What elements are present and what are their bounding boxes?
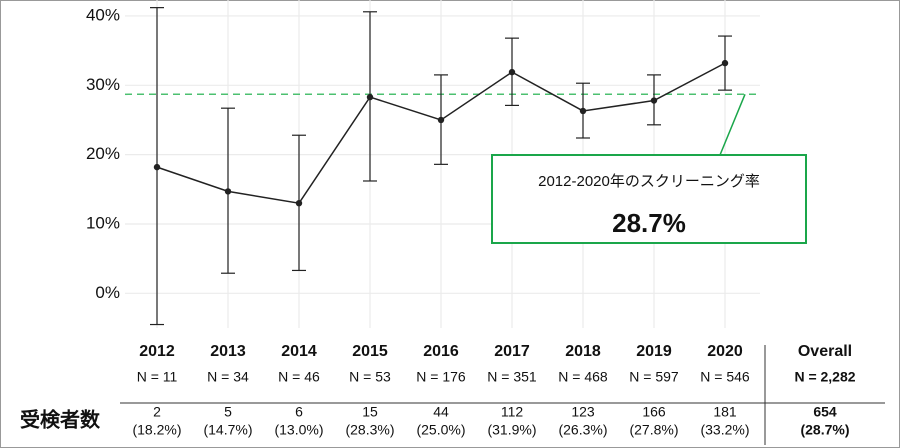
x-tick-label: 2018 [565,343,601,360]
annotation-box [491,154,807,244]
overall-label: Overall [798,343,852,360]
point [224,188,232,195]
count: 112 [501,404,524,420]
overall-count: 654 [813,404,837,420]
count: 15 [362,404,378,420]
n-label: N = 176 [416,369,466,385]
x-tick-label: 2016 [423,343,459,360]
point [650,97,658,104]
overall-n: N = 2,282 [794,369,855,385]
count: 123 [571,404,595,420]
y-tick-label: 10% [86,213,120,232]
y-tick-label: 30% [86,75,120,94]
n-label: N = 34 [207,369,249,385]
point [366,93,374,101]
pct-label: (33.2%) [700,422,749,438]
n-label: N = 11 [137,369,178,385]
x-tick-label: 2013 [210,343,246,360]
pct-label: (27.8%) [629,422,678,438]
pct-label: (31.9%) [487,422,536,438]
count: 44 [433,404,449,420]
row-label: 受検者数 [20,407,101,431]
x-tick-label: 2012 [139,343,175,360]
pct-label: (25.0%) [416,422,465,438]
x-tick-label: 2017 [494,343,530,360]
x-tick-label: 2020 [707,343,743,360]
annotation-title: 2012-2020年のスクリーニング率 [538,173,760,190]
y-tick-label: 0% [95,283,120,302]
y-tick-label: 20% [86,144,120,163]
n-label: N = 597 [629,369,679,385]
count: 2 [153,404,161,420]
overall-pct: (28.7%) [800,422,849,438]
n-label: N = 53 [349,369,391,385]
n-label: N = 546 [700,369,750,385]
annotation-value: 28.7% [612,208,686,238]
annotation-connector [719,94,746,156]
x-tick-label: 2014 [281,343,317,360]
point [295,199,303,207]
n-label: N = 46 [278,369,320,385]
pct-label: (26.3%) [558,422,607,438]
count: 6 [295,404,303,420]
pct-label: (18.2%) [132,422,181,438]
count: 5 [224,404,232,420]
point [437,116,445,124]
point [721,59,729,67]
point [508,68,516,76]
n-label: N = 351 [487,369,537,385]
count: 166 [642,404,666,420]
point [579,107,587,115]
y-tick-label: 40% [86,5,120,24]
pct-label: (14.7%) [203,422,252,438]
x-tick-label: 2019 [636,343,672,360]
point [153,163,161,171]
x-tick-label: 2015 [352,343,388,360]
pct-label: (13.0%) [274,422,323,438]
n-label: N = 468 [558,369,608,385]
count: 181 [713,404,737,420]
pct-label: (28.3%) [345,422,394,438]
